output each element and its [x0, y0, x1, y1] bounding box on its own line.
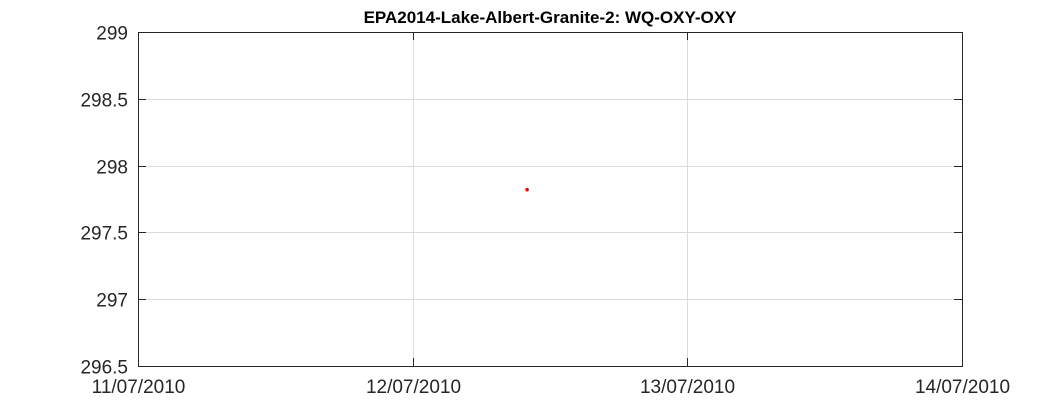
- chart-title: EPA2014-Lake-Albert-Granite-2: WQ-OXY-OX…: [364, 8, 737, 27]
- x-tick-label: 11/07/2010: [92, 377, 186, 398]
- x-tick-label: 13/07/2010: [640, 377, 735, 398]
- y-tick-label: 298: [96, 158, 128, 179]
- axes-box: [138, 32, 963, 367]
- x-tick-label: 14/07/2010: [915, 377, 1010, 398]
- plot-area: [138, 32, 962, 366]
- grid-lines: [138, 32, 962, 366]
- y-tick-label: 299: [96, 24, 128, 45]
- axis-ticks: 11/07/2010 12/07/2010 13/07/2010 14/07/2010…: [80, 24, 1010, 399]
- x-tick-label: 12/07/2010: [366, 377, 461, 398]
- y-tick-label: 297: [96, 291, 128, 312]
- y-tick-label: 296.5: [80, 358, 128, 379]
- y-tick-label: 297.5: [80, 224, 128, 245]
- y-tick-label: 298.5: [80, 91, 128, 112]
- data-points: [525, 187, 529, 192]
- data-point: [525, 187, 529, 192]
